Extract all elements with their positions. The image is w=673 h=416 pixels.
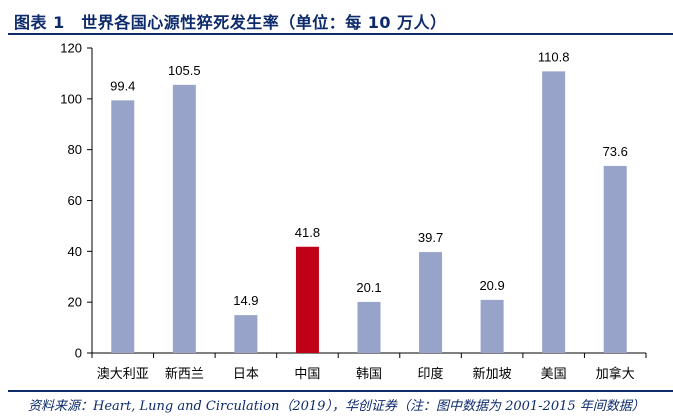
value-label-6: 20.9	[479, 278, 504, 293]
bar-0	[111, 100, 135, 353]
y-tick-label-60: 60	[68, 193, 82, 208]
value-label-2: 14.9	[233, 293, 258, 308]
value-label-5: 39.7	[418, 230, 443, 245]
category-label-3: 中国	[294, 366, 320, 381]
value-label-7: 110.8	[538, 49, 570, 64]
value-label-8: 73.6	[603, 144, 628, 159]
category-label-1: 新西兰	[165, 366, 204, 381]
y-tick-label-120: 120	[60, 41, 82, 56]
bar-3	[295, 246, 319, 353]
bar-2	[234, 315, 258, 353]
title-bar: 图表 1 世界各国心源性猝死发生率（单位：每 10 万人）	[0, 0, 673, 36]
source-divider	[8, 390, 673, 392]
title-divider	[8, 33, 673, 35]
y-tick-label-100: 100	[60, 91, 82, 106]
y-tick-label-20: 20	[68, 295, 82, 310]
value-label-0: 99.4	[110, 78, 135, 93]
value-label-3: 41.8	[295, 225, 320, 240]
category-label-5: 印度	[418, 366, 444, 381]
value-label-4: 20.1	[356, 280, 381, 295]
value-label-1: 105.5	[168, 63, 201, 78]
bar-6	[480, 299, 504, 353]
y-tick-label-80: 80	[68, 142, 82, 157]
category-label-8: 加拿大	[596, 366, 635, 381]
category-label-2: 日本	[233, 366, 259, 381]
category-label-0: 澳大利亚	[97, 366, 149, 381]
y-tick-label-0: 0	[75, 346, 82, 361]
bar-4	[357, 301, 381, 353]
category-label-4: 韩国	[356, 366, 382, 381]
category-label-7: 美国	[541, 366, 567, 381]
y-tick-label-40: 40	[68, 244, 82, 259]
category-label-6: 新加坡	[473, 366, 512, 381]
bar-5	[419, 252, 443, 353]
bar-7	[542, 71, 566, 353]
bar-8	[603, 165, 627, 353]
chart-title: 图表 1 世界各国心源性猝死发生率（单位：每 10 万人）	[14, 13, 447, 32]
bar-1	[172, 84, 196, 354]
source-note: 资料来源：Heart, Lung and Circulation（2019），华…	[28, 399, 645, 414]
